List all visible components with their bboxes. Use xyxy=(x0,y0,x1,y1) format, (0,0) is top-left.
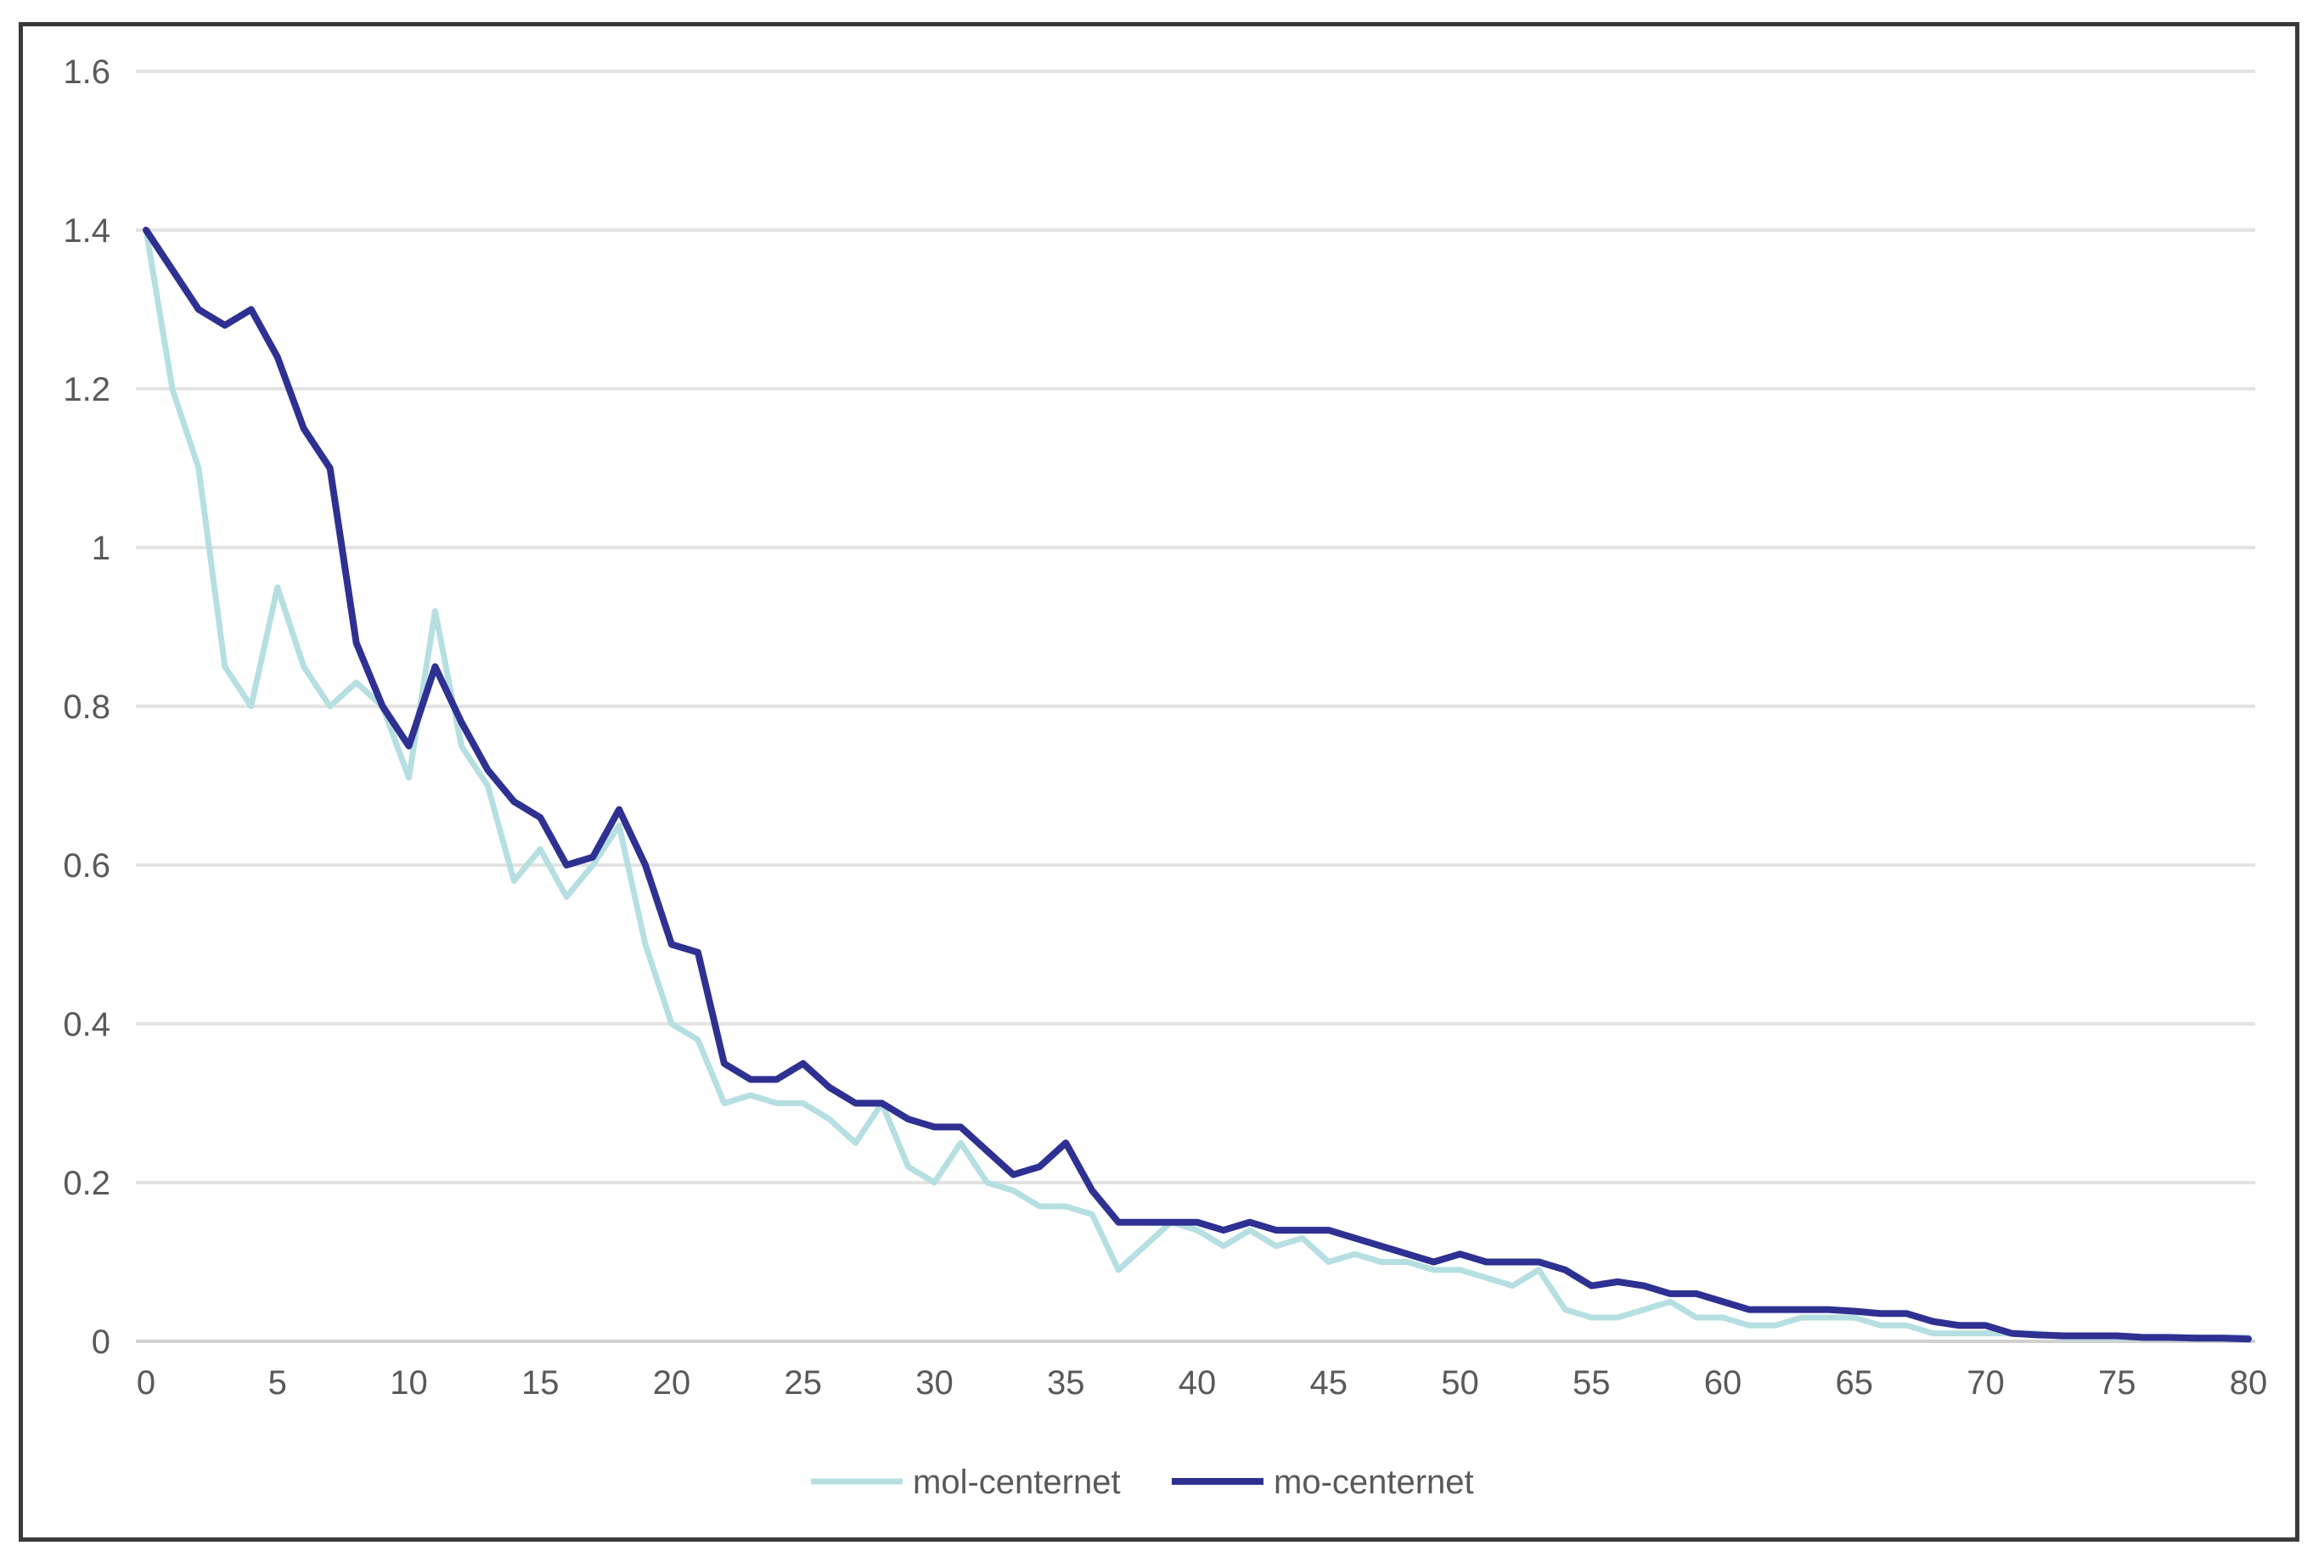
x-tick-label: 15 xyxy=(521,1364,560,1402)
legend: mol-centernet mo-centernet xyxy=(811,1464,1474,1501)
gridlines xyxy=(136,70,2255,1343)
x-tick-label: 60 xyxy=(1704,1364,1742,1402)
y-tick-label: 1.2 xyxy=(63,371,110,408)
y-tick-label: 0 xyxy=(92,1324,110,1361)
x-tick-label: 25 xyxy=(785,1364,823,1402)
y-tick-label: 0.4 xyxy=(63,1006,110,1043)
y-tick-label: 0.6 xyxy=(63,847,110,885)
x-tick-label: 50 xyxy=(1441,1364,1479,1402)
series-lines xyxy=(143,227,2252,1343)
legend-label-mo-centernet: mo-centernet xyxy=(1274,1464,1474,1501)
y-axis: 0 0.2 0.4 0.6 0.8 1 1.2 1.4 1.6 xyxy=(63,53,110,1361)
x-tick-label: 5 xyxy=(268,1364,287,1402)
x-tick-label: 45 xyxy=(1310,1364,1348,1402)
x-axis: 0 5 10 15 20 25 30 35 40 45 50 55 60 65 70 75 80 xyxy=(137,1364,2267,1402)
x-tick-label: 40 xyxy=(1179,1364,1217,1402)
chart-frame xyxy=(19,22,2299,1542)
x-tick-label: 30 xyxy=(915,1364,954,1402)
x-tick-label: 75 xyxy=(2098,1364,2136,1402)
x-tick-label: 80 xyxy=(2230,1364,2268,1402)
x-tick-label: 65 xyxy=(1836,1364,1874,1402)
legend-label-mol-centernet: mol-centernet xyxy=(913,1464,1121,1501)
x-tick-label: 10 xyxy=(390,1364,428,1402)
y-tick-label: 0.8 xyxy=(63,688,110,726)
x-tick-label: 20 xyxy=(653,1364,691,1402)
x-tick-label: 35 xyxy=(1047,1364,1085,1402)
y-tick-label: 1.6 xyxy=(63,53,110,91)
x-tick-label: 55 xyxy=(1573,1364,1611,1402)
series-line-mo-centernet xyxy=(143,227,2252,1343)
y-tick-label: 0.2 xyxy=(63,1165,110,1202)
x-tick-label: 0 xyxy=(137,1364,155,1402)
y-tick-label: 1 xyxy=(92,530,110,567)
y-tick-label: 1.4 xyxy=(63,212,110,250)
series-line-mol-centernet xyxy=(143,227,2252,1340)
x-tick-label: 70 xyxy=(1967,1364,2005,1402)
